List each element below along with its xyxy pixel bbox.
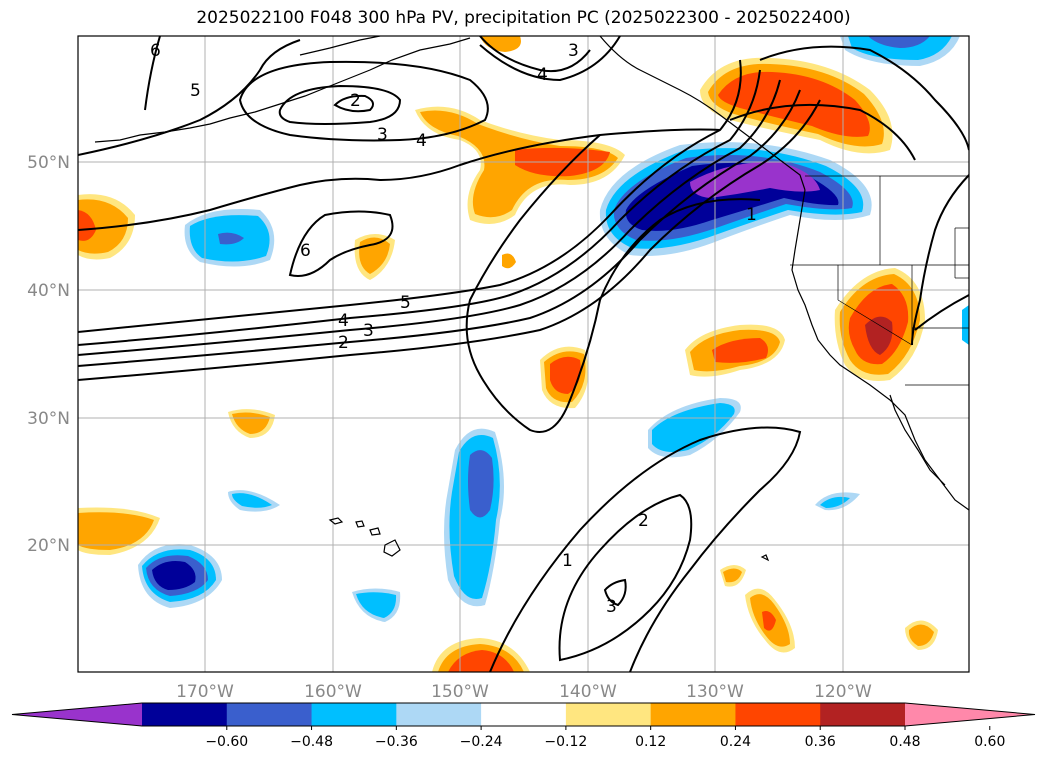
- lon-label: 160°W: [304, 682, 362, 702]
- colorbar-segment: [820, 703, 906, 726]
- colorbar-tick-label: 0.12: [635, 734, 666, 750]
- contour-label: 1: [746, 205, 757, 225]
- lon-label: 170°W: [176, 682, 234, 702]
- precip-positive-anomalies: [78, 36, 938, 672]
- contour-label: 6: [300, 241, 311, 261]
- pv-contours: [78, 36, 969, 672]
- contour-label: 5: [190, 81, 201, 101]
- colorbar-segment: [311, 703, 397, 726]
- colorbar: −0.60 −0.48 −0.36 −0.24 −0.12 0.12 0.24 0.36 0.4…: [11, 702, 1036, 750]
- colorbar-segment: [396, 703, 482, 726]
- map-area: 6 5 2 3 4 3 4 6 5 4 3 2 1 2 1 3: [78, 36, 969, 672]
- colorbar-tick-label: −0.36: [375, 734, 418, 750]
- lat-label: 50°N: [27, 153, 70, 173]
- contour-label: 1: [562, 551, 573, 571]
- colorbar-segment: [226, 703, 313, 726]
- colorbar-tick-label: −0.48: [290, 734, 333, 750]
- lat-label: 40°N: [27, 281, 70, 301]
- colorbar-tick-label: 0.36: [805, 734, 836, 750]
- colorbar-tick-label: −0.12: [544, 734, 587, 750]
- colorbar-segment: [565, 703, 652, 726]
- contour-label: 2: [350, 91, 361, 111]
- map-border: [77, 35, 970, 673]
- colorbar-segment: [650, 703, 736, 726]
- contour-label: 6: [150, 41, 161, 61]
- contour-label: 2: [638, 511, 649, 531]
- pv-contour-labels: 6 5 2 3 4 3 4 6 5 4 3 2 1 2 1 3: [150, 41, 757, 617]
- lat-label: 20°N: [27, 536, 70, 556]
- contour-label: 2: [338, 333, 349, 353]
- longitude-labels: 170°W 160°W 150°W 140°W 130°W 120°W: [176, 682, 872, 702]
- contour-label: 3: [377, 125, 388, 145]
- colorbar-extend-left: [12, 703, 142, 726]
- colorbar-tick-label: −0.24: [460, 734, 503, 750]
- colorbar-tick-label: 0.60: [974, 734, 1005, 750]
- political-borders: [790, 175, 969, 386]
- lon-label: 150°W: [431, 682, 489, 702]
- contour-label: 3: [606, 597, 617, 617]
- contour-label: 4: [537, 65, 548, 85]
- lon-label: 140°W: [559, 682, 617, 702]
- contour-label: 4: [416, 131, 427, 151]
- colorbar-tick-label: 0.24: [720, 734, 751, 750]
- colorbar-tick-label: −0.60: [205, 734, 248, 750]
- colorbar-outline: [11, 702, 1036, 727]
- contour-label: 3: [363, 321, 374, 341]
- lat-label: 30°N: [27, 409, 70, 429]
- colorbar-extend-right: [905, 703, 1035, 726]
- map-title: 2025022100 F048 300 hPa PV, precipitatio…: [196, 8, 851, 28]
- colorbar-segment: [481, 703, 567, 726]
- lon-label: 120°W: [814, 682, 872, 702]
- coastlines: [94, 36, 969, 562]
- contour-label: 5: [400, 293, 411, 313]
- latitude-labels: 50°N 40°N 30°N 20°N: [27, 153, 70, 556]
- colorbar-tick-label: 0.48: [889, 734, 920, 750]
- colorbar-segment: [735, 703, 821, 726]
- colorbar-segment: [142, 703, 228, 726]
- lon-label: 130°W: [686, 682, 744, 702]
- contour-label: 3: [568, 41, 579, 61]
- contour-label: 4: [338, 311, 349, 331]
- precip-negative-anomalies: [138, 36, 969, 622]
